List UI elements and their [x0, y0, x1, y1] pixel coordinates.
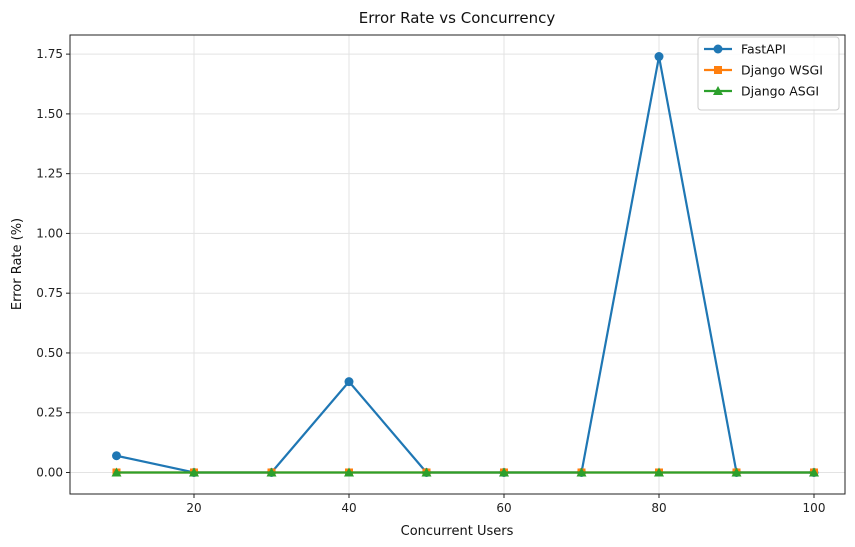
x-tick-label: 80 [651, 501, 666, 515]
x-axis-label: Concurrent Users [401, 524, 514, 539]
legend-label: FastAPI [741, 42, 786, 57]
legend-label: Django WSGI [741, 63, 823, 78]
legend-box [697, 36, 840, 111]
y-tick-label: 0.50 [36, 346, 63, 360]
data-point-django-asgi [499, 467, 509, 477]
chart-title: Error Rate vs Concurrency [359, 9, 556, 27]
y-tick-label: 0.25 [36, 406, 63, 420]
x-tick-label: 100 [803, 501, 826, 515]
legend-item-django-asgi: Django ASGI [704, 84, 819, 99]
data-point-django-asgi [421, 467, 432, 477]
y-tick-label: 0.75 [36, 286, 63, 300]
x-tick-label: 40 [341, 501, 356, 515]
data-point-django-asgi [344, 467, 354, 477]
series-layer [111, 52, 819, 477]
y-tick-label: 1.00 [36, 226, 63, 240]
x-tick-label: 60 [496, 501, 511, 515]
y-tick-label: 1.75 [36, 47, 63, 61]
axis-ticks: 20 40 60 80 100 0.00 0.25 0.50 0.75 1.00 1.25 1.50 1… [36, 47, 825, 515]
plot-frame [69, 34, 846, 495]
data-point-fastapi [654, 52, 664, 62]
legend-swatch-marker [714, 66, 722, 74]
legend-item-fastapi: FastAPI [704, 42, 786, 57]
y-tick-label: 0.00 [36, 465, 63, 479]
data-point-django-asgi [654, 467, 664, 477]
legend-swatch-marker [713, 44, 723, 54]
data-point-django-asgi [809, 467, 819, 477]
series-django-asgi [111, 467, 819, 477]
series-line-fastapi [116, 55, 814, 474]
data-point-django-asgi [111, 467, 122, 477]
data-point-django-asgi [266, 467, 277, 477]
legend-swatch-marker [713, 86, 723, 95]
legend-label: Django ASGI [741, 84, 819, 99]
y-tick-label: 1.25 [36, 167, 63, 181]
series-fastapi [112, 52, 819, 477]
legend: FastAPI Django WSGI Django ASGI [697, 36, 840, 111]
legend-item-django-wsgi: Django WSGI [704, 63, 823, 78]
x-tick-label: 20 [186, 501, 201, 515]
data-point-django-asgi [731, 467, 742, 477]
y-tick-label: 1.50 [36, 107, 63, 121]
data-point-django-asgi [189, 467, 199, 477]
data-point-fastapi [112, 451, 121, 461]
data-point-django-asgi [576, 467, 587, 477]
y-axis-label: Error Rate (%) [10, 218, 25, 310]
data-point-fastapi [344, 377, 354, 387]
